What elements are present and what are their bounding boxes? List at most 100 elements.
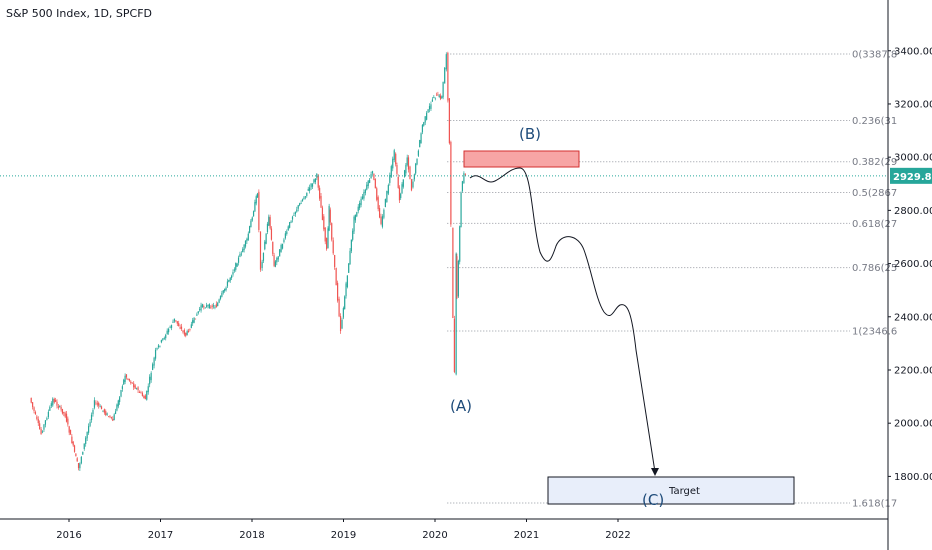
fib-label: 1.618(17 — [852, 499, 897, 510]
x-tick-label: 2022 — [605, 530, 630, 541]
candle-body — [423, 122, 425, 126]
candle-body — [381, 216, 384, 227]
target-box[interactable] — [547, 476, 795, 505]
candle-body — [320, 195, 322, 208]
wave-label-c: (C) — [642, 491, 664, 509]
candle-body — [107, 416, 110, 418]
candle-body — [110, 416, 112, 418]
current-price-tag — [890, 167, 932, 184]
candle-body — [163, 337, 165, 339]
candle-body — [76, 458, 78, 462]
fibonacci-retracement: 0(3387.8 0.236(31 0.382(29 0.5(2867 0.618(27… — [447, 50, 897, 510]
candle-body — [397, 176, 399, 188]
candle-body — [82, 451, 84, 455]
candle-body — [222, 290, 224, 293]
candle-body — [240, 253, 242, 255]
candle-body — [229, 277, 231, 281]
candle-body — [277, 256, 279, 260]
candle-body — [326, 237, 328, 250]
candle-body — [433, 97, 435, 98]
resistance-zone-group[interactable]: Target — [463, 150, 795, 505]
candle-body — [392, 158, 394, 169]
candle-body — [176, 321, 178, 324]
candle-body — [460, 192, 462, 227]
candle-body — [79, 463, 81, 469]
candle-body — [439, 95, 442, 99]
candle-body — [96, 403, 98, 405]
candle-body — [335, 267, 337, 286]
candle-body — [114, 411, 117, 415]
candle-body — [99, 406, 101, 408]
candle-body — [400, 193, 402, 199]
candle-body — [348, 263, 350, 273]
candle-body — [356, 212, 358, 217]
candle-body — [46, 418, 48, 420]
candle-body — [259, 231, 262, 270]
candle-body — [162, 338, 164, 340]
projection-path[interactable] — [469, 167, 656, 473]
candle-body — [419, 139, 421, 148]
candle-body — [243, 244, 245, 250]
candle-body — [77, 463, 80, 469]
candle-body — [395, 153, 397, 165]
candle-body — [452, 227, 454, 319]
candle-body — [80, 456, 82, 464]
candle-body — [36, 416, 38, 419]
candle-body — [75, 453, 77, 457]
candle-body — [352, 230, 354, 240]
candle-body — [337, 282, 339, 301]
candle-body — [463, 173, 465, 184]
projection-arrowhead — [651, 468, 659, 476]
candle-body — [290, 221, 292, 223]
y-tick-label: 3000.00 — [894, 153, 932, 164]
candle-body — [374, 179, 376, 189]
candle-body — [88, 426, 90, 433]
candle-body — [160, 340, 162, 343]
y-tick-label: 1800.00 — [894, 472, 932, 483]
candle-body — [147, 386, 149, 393]
wave-labels: (A) (B) (C) — [450, 125, 664, 509]
candle-body — [242, 249, 244, 253]
fib-label: 0(3387.8 — [852, 50, 897, 61]
candle-body — [236, 263, 238, 267]
candle-body — [192, 320, 194, 324]
candle-body — [417, 150, 419, 156]
candle-body — [403, 170, 406, 177]
candle-body — [402, 179, 404, 187]
candle-body — [428, 106, 431, 110]
candle-body — [461, 181, 464, 192]
candle-body — [453, 318, 455, 372]
candle-body — [363, 192, 365, 199]
y-tick-label: 2200.00 — [894, 365, 932, 376]
candle-body — [179, 327, 181, 329]
candle-body — [210, 307, 212, 309]
candle-body — [359, 202, 361, 209]
candle-body — [57, 406, 59, 408]
candle-body — [364, 189, 366, 193]
candle-body — [383, 209, 385, 218]
candle-body — [447, 52, 449, 101]
candle-body — [442, 81, 444, 98]
candle-body — [376, 188, 378, 200]
candle-body — [273, 255, 275, 266]
price-candles — [30, 51, 467, 472]
candle-body — [396, 164, 398, 174]
candle-body — [324, 227, 326, 242]
candle-body — [201, 304, 204, 307]
candle-body — [306, 192, 308, 196]
candle-body — [105, 411, 107, 416]
candle-body — [286, 231, 288, 235]
candle-body — [310, 183, 312, 188]
candle-body — [60, 406, 62, 410]
candle-body — [123, 379, 125, 385]
projection-path-group[interactable] — [469, 167, 659, 476]
resistance-zone[interactable] — [463, 150, 580, 168]
x-tick-label: 2018 — [239, 530, 264, 541]
candle-body — [313, 179, 315, 183]
candle-body — [405, 164, 407, 174]
candle-body — [208, 304, 210, 308]
candle-body — [345, 283, 347, 297]
candle-body — [265, 233, 267, 244]
candle-body — [86, 431, 88, 439]
